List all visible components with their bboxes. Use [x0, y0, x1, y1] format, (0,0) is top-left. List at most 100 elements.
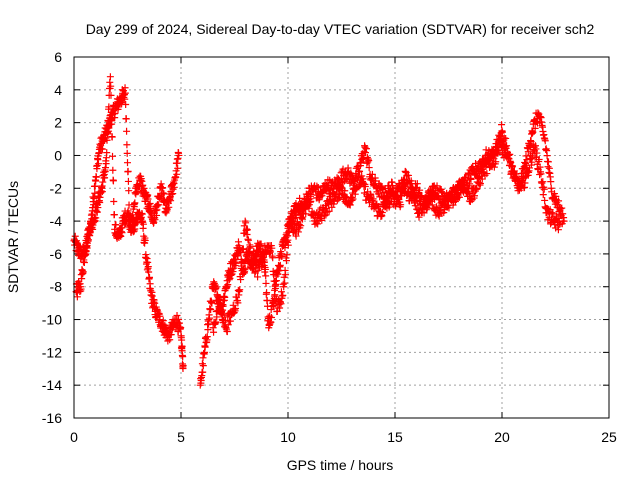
data-point — [307, 197, 315, 205]
data-point — [106, 78, 114, 86]
data-point — [282, 237, 290, 245]
data-point — [368, 170, 376, 178]
data-point — [141, 236, 149, 244]
data-point — [107, 82, 115, 90]
data-point — [262, 272, 270, 280]
data-point — [109, 177, 117, 185]
data-point — [279, 291, 287, 299]
data-point — [199, 354, 207, 362]
data-point — [467, 175, 475, 183]
data-point — [118, 99, 126, 107]
y-tick-label: -14 — [42, 377, 62, 393]
data-point — [358, 172, 366, 180]
data-point — [268, 244, 276, 252]
data-point — [179, 361, 187, 369]
data-point — [98, 145, 106, 153]
data-point — [297, 222, 305, 230]
data-point — [201, 348, 209, 356]
data-point — [151, 216, 159, 224]
data-point — [288, 213, 296, 221]
data-point — [260, 256, 268, 264]
data-point — [267, 313, 275, 321]
data-point — [178, 343, 186, 351]
data-point — [532, 145, 540, 153]
data-point — [148, 292, 156, 300]
data-point — [365, 164, 373, 172]
data-point — [241, 264, 249, 272]
data-point — [229, 268, 237, 276]
x-tick-label: 20 — [494, 429, 510, 445]
data-point — [174, 164, 182, 172]
data-point — [167, 197, 175, 205]
data-point — [92, 173, 100, 181]
series-4 — [209, 121, 564, 336]
data-point — [101, 174, 109, 182]
data-point — [232, 304, 240, 312]
data-point — [124, 159, 131, 167]
data-point — [270, 271, 278, 279]
data-point — [527, 155, 535, 163]
data-point — [118, 229, 126, 237]
data-point — [151, 299, 159, 307]
data-point — [486, 164, 494, 172]
data-point — [509, 162, 517, 170]
data-point — [498, 121, 506, 129]
data-point — [206, 305, 214, 313]
data-point — [205, 314, 213, 322]
axis-ticks: 0 5 10 15 20 25 -16 -14 -12 -10 -8 -6 -4 -2 0 2 4 6 — [42, 49, 617, 445]
data-point — [360, 154, 368, 162]
data-point — [461, 174, 469, 182]
x-tick-label: 25 — [601, 429, 617, 445]
data-point — [73, 293, 81, 301]
data-point — [157, 180, 165, 188]
data-point — [146, 273, 154, 281]
data-point — [448, 194, 456, 202]
data-point — [122, 101, 130, 109]
data-point — [110, 197, 118, 205]
x-tick-label: 0 — [70, 429, 78, 445]
data-point — [91, 182, 99, 190]
data-point — [372, 177, 380, 185]
data-point — [122, 115, 130, 123]
series-3 — [196, 109, 568, 389]
data-point — [478, 175, 486, 183]
data-point — [225, 276, 233, 284]
x-tick-label: 10 — [280, 429, 296, 445]
data-point — [94, 204, 102, 212]
data-point — [341, 187, 349, 195]
data-point — [177, 324, 185, 332]
data-point — [313, 182, 321, 190]
data-point — [224, 281, 232, 289]
data-point — [210, 328, 218, 336]
data-point — [109, 152, 117, 160]
data-point — [242, 219, 250, 227]
data-point — [237, 276, 245, 284]
data-point — [547, 178, 555, 186]
data-point — [150, 296, 158, 304]
data-point — [445, 204, 453, 212]
data-point — [399, 189, 407, 197]
data-point — [261, 265, 269, 273]
data-point — [543, 152, 551, 160]
data-point — [429, 190, 437, 198]
data-point — [544, 158, 552, 166]
y-tick-label: -16 — [42, 410, 62, 426]
y-tick-label: 2 — [54, 115, 62, 131]
data-point — [221, 316, 229, 324]
data-point — [212, 283, 220, 291]
data-point — [117, 232, 125, 240]
data-point — [138, 210, 146, 218]
data-point — [521, 179, 529, 187]
data-point — [109, 166, 117, 174]
data-point — [302, 210, 310, 218]
x-tick-label: 5 — [177, 429, 185, 445]
data-point — [156, 312, 164, 320]
data-point — [492, 158, 500, 166]
data-point — [314, 220, 322, 228]
data-point — [276, 304, 284, 312]
data-point — [559, 210, 567, 218]
data-point — [110, 211, 118, 219]
y-tick-label: -10 — [42, 312, 62, 328]
data-point — [555, 197, 563, 205]
